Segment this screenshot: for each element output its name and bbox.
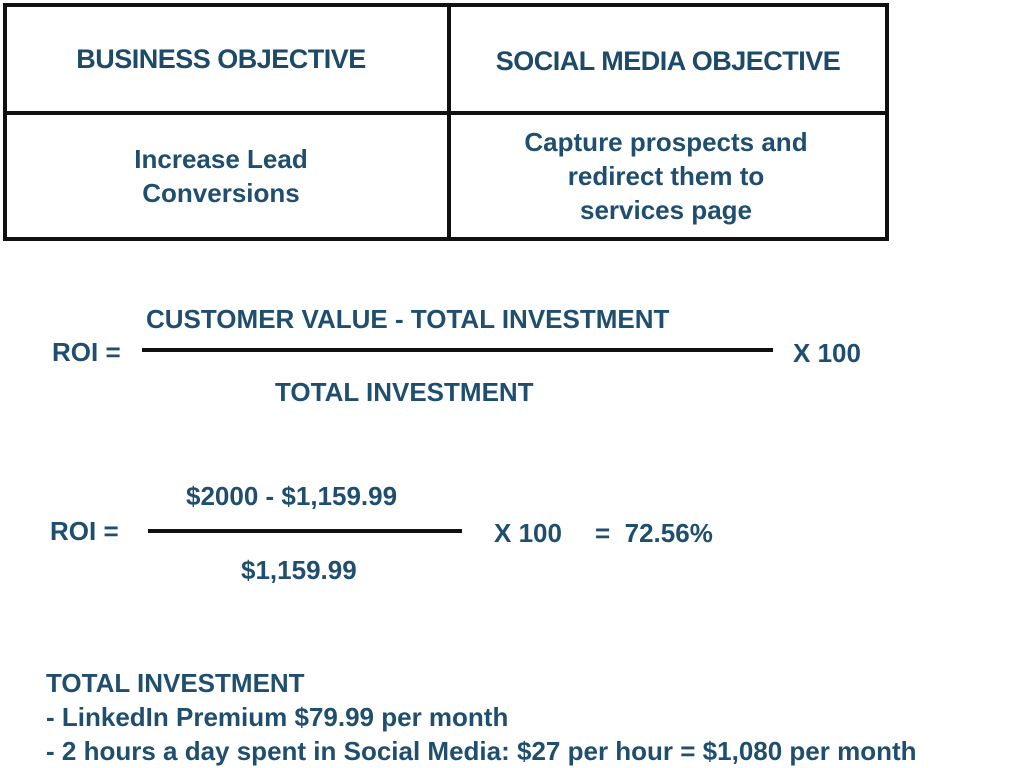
- table-border-middle: [3, 111, 889, 115]
- header-business-objective: BUSINESS OBJECTIVE: [76, 43, 366, 74]
- table-border-left: [3, 3, 7, 241]
- calc-fraction-bar: [148, 529, 462, 533]
- table-border-top: [3, 3, 889, 7]
- table-border-right: [885, 3, 889, 241]
- business-objective-line-2: Conversions: [142, 178, 300, 208]
- business-objective-cell: Increase Lead Conversions: [7, 115, 435, 237]
- header-social-media-objective: SOCIAL MEDIA OBJECTIVE: [495, 45, 841, 76]
- notes-item-social-time: - 2 hours a day spent in Social Media: $…: [46, 736, 917, 766]
- business-objective-line-1: Increase Lead: [134, 144, 308, 174]
- social-objective-line-1: Capture prospects and: [524, 127, 808, 157]
- calc-multiplier: X 100: [494, 518, 562, 548]
- social-objective-line-3: services page: [579, 195, 752, 225]
- calc-denominator: $1,159.99: [241, 555, 357, 585]
- social-media-objective-cell: Capture prospects and redirect them to s…: [451, 115, 881, 237]
- formula-fraction-bar: [142, 348, 773, 352]
- calc-roi-label: ROI =: [50, 516, 119, 546]
- formula-numerator: CUSTOMER VALUE - TOTAL INVESTMENT: [146, 304, 670, 334]
- formula-multiplier: X 100: [793, 338, 861, 368]
- table-border-divider: [447, 3, 451, 241]
- social-objective-line-2: redirect them to: [567, 161, 765, 191]
- total-investment-notes: TOTAL INVESTMENT - LinkedIn Premium $79.…: [46, 666, 917, 768]
- calc-numerator: $2000 - $1,159.99: [186, 481, 398, 511]
- formula-denominator: TOTAL INVESTMENT: [275, 377, 534, 407]
- notes-title: TOTAL INVESTMENT: [46, 668, 305, 698]
- table-border-bottom: [3, 237, 889, 241]
- calc-result: = 72.56%: [595, 518, 713, 548]
- formula-roi-label: ROI =: [52, 337, 121, 367]
- notes-item-linkedin: - LinkedIn Premium $79.99 per month: [46, 702, 509, 732]
